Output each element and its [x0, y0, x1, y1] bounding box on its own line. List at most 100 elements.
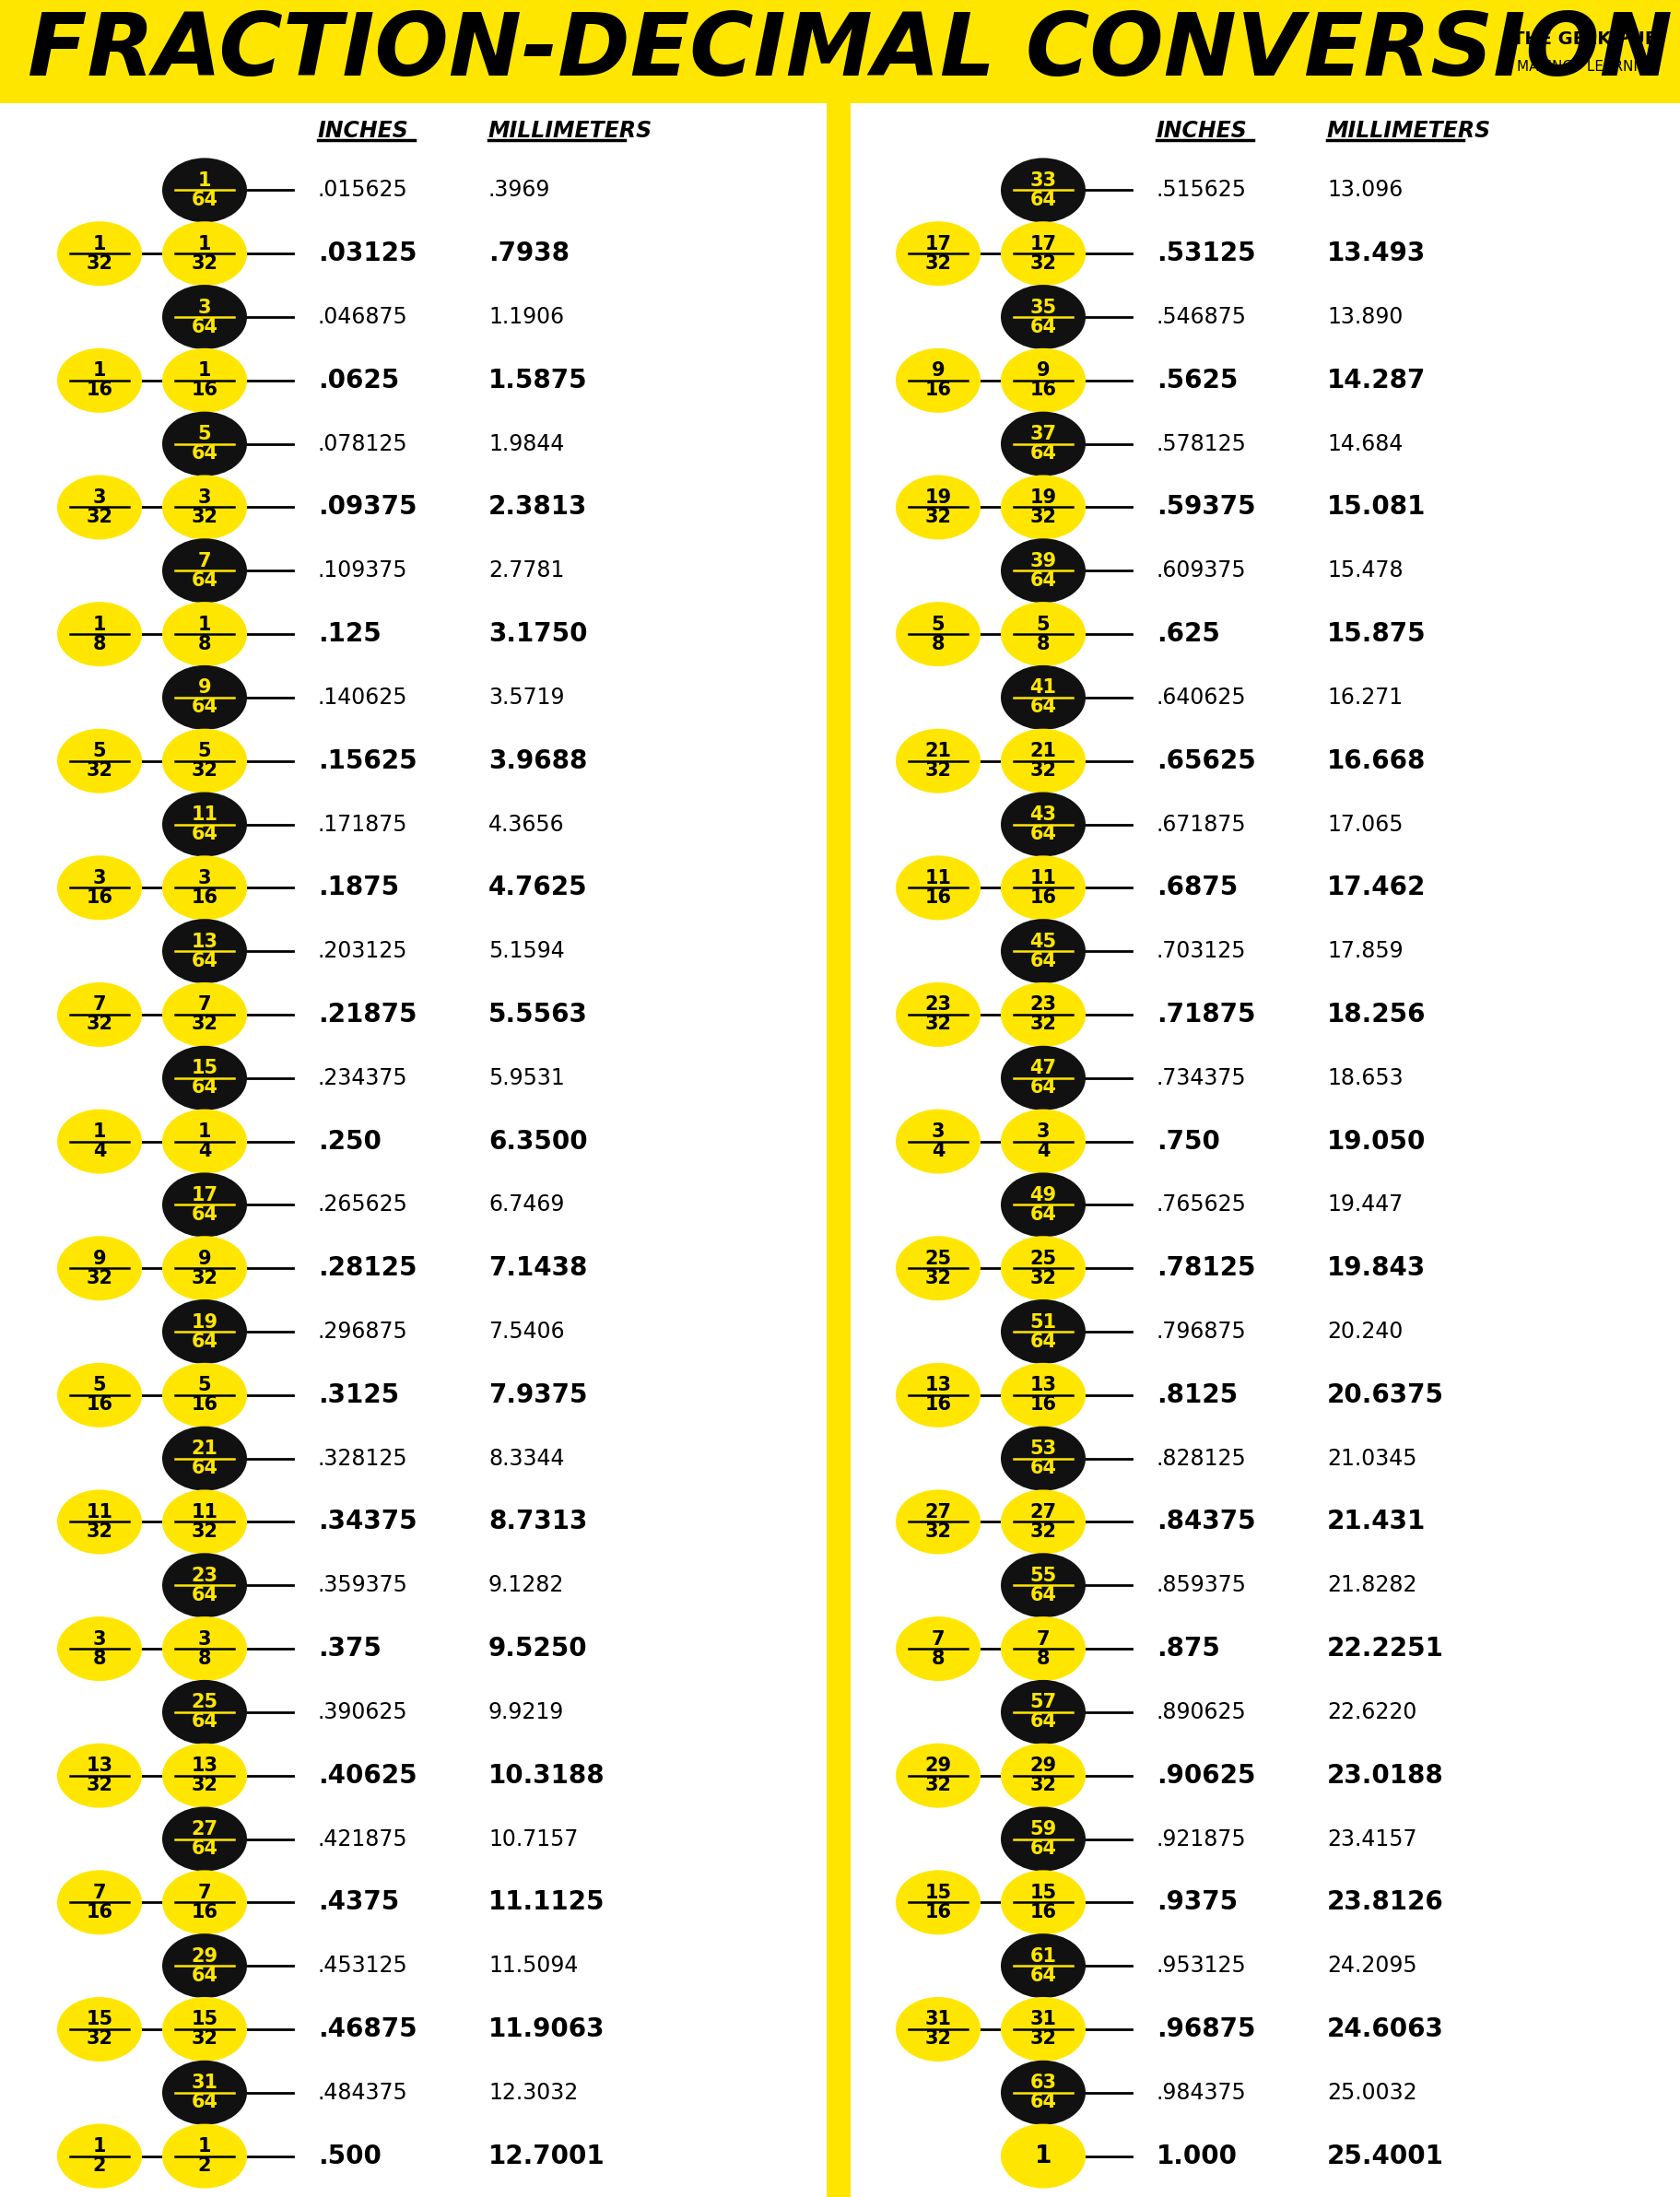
Text: .250: .250 — [318, 1129, 381, 1153]
Text: 3: 3 — [92, 868, 106, 888]
Text: .65625: .65625 — [1156, 747, 1255, 773]
Text: 64: 64 — [192, 1331, 218, 1351]
Text: 32: 32 — [1030, 1775, 1057, 1795]
Text: 6.3500: 6.3500 — [489, 1129, 588, 1153]
Text: 16.271: 16.271 — [1326, 685, 1401, 710]
Text: .90625: .90625 — [1156, 1762, 1255, 1788]
Text: .640625: .640625 — [1156, 685, 1247, 710]
Text: 9: 9 — [198, 1250, 212, 1268]
Text: 8: 8 — [198, 1650, 212, 1668]
Text: .546875: .546875 — [1156, 305, 1247, 327]
Text: FRACTION-DECIMAL CONVERSION CHART: FRACTION-DECIMAL CONVERSION CHART — [27, 9, 1680, 94]
Text: 2.3813: 2.3813 — [489, 494, 586, 521]
Text: 64: 64 — [192, 1586, 218, 1604]
Text: .859375: .859375 — [1156, 1575, 1247, 1597]
Text: 29: 29 — [192, 1947, 218, 1966]
Text: 11: 11 — [924, 868, 951, 888]
Ellipse shape — [895, 475, 979, 540]
Text: 13.096: 13.096 — [1326, 180, 1403, 202]
Ellipse shape — [1000, 1490, 1085, 1553]
Text: 25.4001: 25.4001 — [1326, 2144, 1443, 2168]
Text: 27: 27 — [924, 1503, 951, 1523]
Ellipse shape — [161, 1046, 247, 1109]
Text: 32: 32 — [1030, 255, 1057, 272]
Text: .53125: .53125 — [1156, 242, 1255, 266]
Ellipse shape — [895, 1362, 979, 1428]
Text: 17: 17 — [192, 1186, 218, 1204]
Ellipse shape — [895, 1109, 979, 1173]
Text: 25.0032: 25.0032 — [1326, 2081, 1416, 2105]
Ellipse shape — [161, 538, 247, 602]
Text: .953125: .953125 — [1156, 1955, 1247, 1977]
Text: 3: 3 — [92, 488, 106, 508]
Text: 16: 16 — [1030, 888, 1057, 907]
Text: .234375: .234375 — [318, 1068, 408, 1090]
Text: 64: 64 — [192, 1714, 218, 1731]
Ellipse shape — [57, 222, 141, 286]
Ellipse shape — [161, 158, 247, 222]
Text: .140625: .140625 — [318, 685, 408, 710]
Text: .6875: .6875 — [1156, 874, 1236, 901]
Text: 5: 5 — [92, 1375, 106, 1395]
Text: 32: 32 — [192, 1015, 218, 1033]
Text: 13: 13 — [192, 932, 218, 951]
Text: .171875: .171875 — [318, 813, 408, 835]
Text: 1.9844: 1.9844 — [489, 433, 564, 455]
Text: INCHES: INCHES — [1156, 121, 1247, 143]
Text: .750: .750 — [1156, 1129, 1220, 1153]
Text: 23.0188: 23.0188 — [1326, 1762, 1443, 1788]
Ellipse shape — [895, 347, 979, 413]
Text: 32: 32 — [924, 762, 951, 780]
Text: 64: 64 — [192, 1839, 218, 1859]
Text: 7: 7 — [198, 551, 212, 571]
Text: 3: 3 — [92, 1630, 106, 1648]
Text: 1: 1 — [92, 235, 106, 253]
Text: .28125: .28125 — [318, 1254, 417, 1281]
Ellipse shape — [161, 602, 247, 666]
Ellipse shape — [1000, 1997, 1085, 2061]
Text: 23: 23 — [924, 995, 951, 1015]
Text: 1: 1 — [92, 363, 106, 380]
Text: 64: 64 — [1030, 1459, 1057, 1476]
Text: 32: 32 — [86, 508, 113, 527]
Ellipse shape — [161, 475, 247, 540]
Ellipse shape — [161, 1237, 247, 1301]
Text: .34375: .34375 — [318, 1509, 417, 1536]
Text: .359375: .359375 — [318, 1575, 408, 1597]
Text: 17: 17 — [924, 235, 951, 253]
Ellipse shape — [161, 1173, 247, 1237]
Ellipse shape — [1000, 1109, 1085, 1173]
Text: 32: 32 — [924, 1775, 951, 1795]
Text: 11.1125: 11.1125 — [489, 1889, 605, 1916]
Text: 64: 64 — [192, 1079, 218, 1096]
Text: 15: 15 — [192, 2010, 218, 2028]
Text: .453125: .453125 — [318, 1955, 408, 1977]
Text: 32: 32 — [192, 1268, 218, 1287]
Text: 16: 16 — [86, 1395, 113, 1415]
Text: 9.1282: 9.1282 — [489, 1575, 564, 1597]
Text: 32: 32 — [924, 508, 951, 527]
Text: 8.7313: 8.7313 — [489, 1509, 586, 1536]
Text: 32: 32 — [86, 1268, 113, 1287]
Text: .21875: .21875 — [318, 1002, 417, 1028]
Text: 15: 15 — [192, 1059, 218, 1077]
Text: 24.6063: 24.6063 — [1326, 2017, 1443, 2043]
Text: 3: 3 — [1037, 1123, 1050, 1140]
Text: 41: 41 — [1030, 679, 1057, 696]
Text: 1: 1 — [198, 1123, 212, 1140]
Text: .59375: .59375 — [1156, 494, 1255, 521]
Ellipse shape — [57, 982, 141, 1046]
Text: 37: 37 — [1030, 424, 1057, 444]
Ellipse shape — [895, 1997, 979, 2061]
Text: 32: 32 — [924, 2030, 951, 2048]
Text: 64: 64 — [1030, 1206, 1057, 1224]
Text: 9: 9 — [931, 363, 944, 380]
Ellipse shape — [57, 1997, 141, 2061]
Text: MILLIMETERS: MILLIMETERS — [1326, 121, 1490, 143]
Text: 64: 64 — [1030, 1966, 1057, 1984]
Text: 14.287: 14.287 — [1326, 367, 1425, 393]
Text: 7: 7 — [1037, 1630, 1050, 1648]
Text: 20.240: 20.240 — [1326, 1320, 1403, 1342]
Text: .578125: .578125 — [1156, 433, 1247, 455]
Text: 64: 64 — [1030, 699, 1057, 716]
